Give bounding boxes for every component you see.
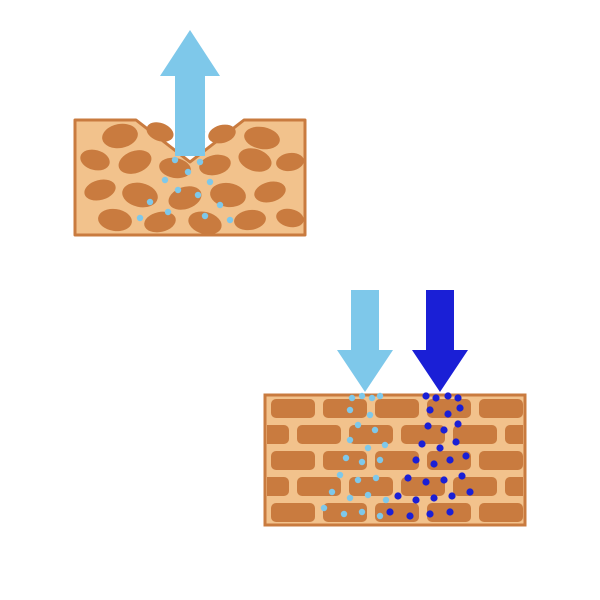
arrow-down-icon [412, 290, 468, 392]
bottom-bricks [245, 399, 549, 522]
diagram-canvas [0, 0, 600, 600]
arrow-down-icon [337, 290, 393, 392]
